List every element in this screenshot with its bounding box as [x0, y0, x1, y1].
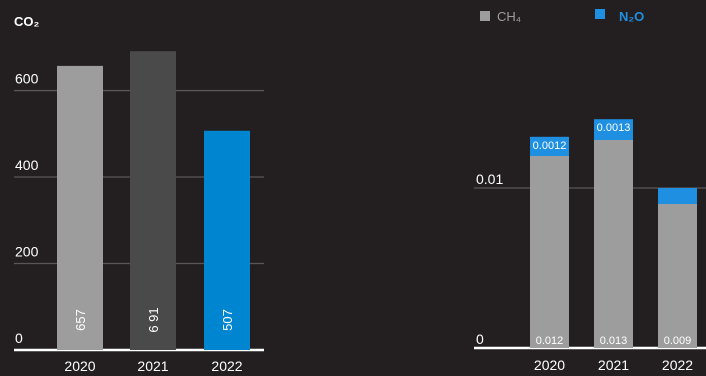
ch4-data-label: 0.012	[536, 335, 564, 347]
n2o-bar-2020	[530, 136, 569, 156]
co2-chart: CO₂ 657 6 91 507 0 200 400 600 2020 2021 2022	[14, 14, 264, 374]
co2-ytick-label: 600	[15, 71, 39, 87]
ch4-data-label: 0.013	[600, 335, 628, 347]
ghg-ytick-label: 0	[476, 331, 484, 347]
n2o-bar-2022	[658, 188, 697, 204]
ghg-xtick-label: 2020	[534, 357, 565, 373]
legend-label-ch4: CH₄	[497, 9, 521, 24]
legend-swatch-ch4	[480, 11, 490, 21]
co2-ytick-label: 0	[15, 330, 23, 346]
n2o-bar-2021	[594, 119, 633, 140]
ch4-n2o-chart: CH₄ N₂O 0.012 0.0012 0.013 0.0013 0.009 0 0.01…	[474, 9, 706, 373]
co2-xtick-label: 2020	[64, 358, 95, 374]
legend-swatch-n2o	[595, 9, 605, 19]
co2-bar-2021	[130, 51, 176, 351]
co2-xtick-label: 2022	[211, 358, 242, 374]
co2-ytick-label: 200	[15, 244, 39, 260]
co2-ytick-label: 400	[15, 157, 39, 173]
legend-label-n2o: N₂O	[619, 9, 644, 24]
ch4-bar-2022	[658, 204, 697, 348]
n2o-data-label: 0.0013	[597, 122, 631, 134]
ch4-data-label: 0.009	[664, 335, 692, 347]
ghg-xtick-label: 2021	[598, 357, 629, 373]
ch4-bar-2021	[594, 140, 633, 348]
ghg-xtick-label: 2022	[662, 357, 693, 373]
n2o-data-label: 0.0012	[533, 140, 567, 152]
co2-bar-2020	[57, 65, 103, 350]
co2-bar-2022	[204, 130, 250, 350]
ch4-bar-2020	[530, 156, 569, 348]
co2-data-label: 657	[73, 309, 88, 331]
co2-data-label: 6 91	[146, 307, 161, 332]
co2-chart-title: CO₂	[14, 14, 40, 29]
legend: CH₄ N₂O	[480, 9, 644, 24]
co2-data-label: 507	[220, 309, 235, 331]
co2-xtick-label: 2021	[137, 358, 168, 374]
ghg-ytick-label: 0.01	[476, 171, 503, 187]
